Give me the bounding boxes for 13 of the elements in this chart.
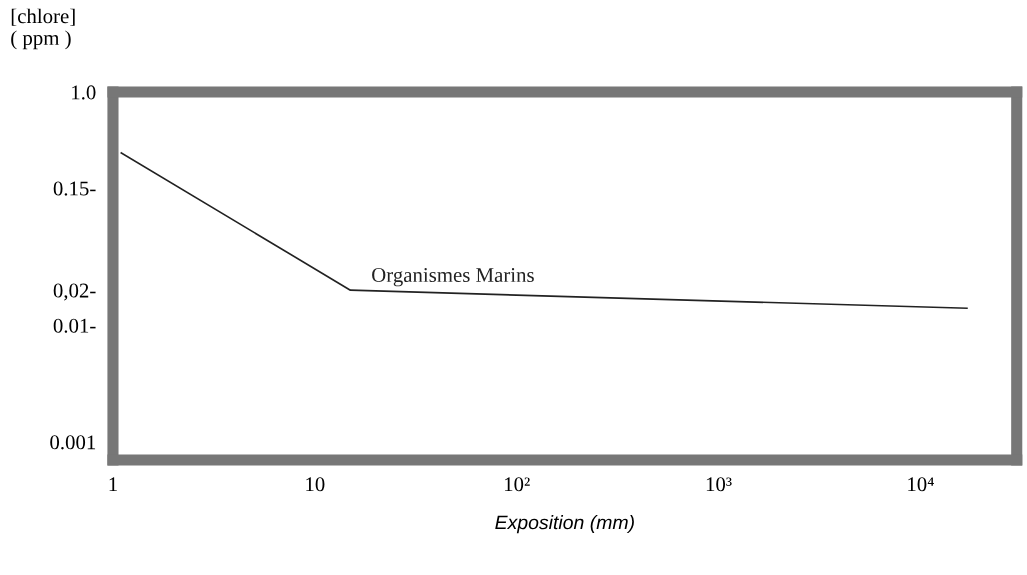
y-tick-label: 0.001 <box>50 435 96 450</box>
y-tick-label: 0,02- <box>53 283 96 301</box>
x-tick-label: 10 <box>306 477 325 492</box>
x-tick-label: 10⁴ <box>908 477 934 492</box>
y-tick-label: 0.15- <box>53 181 96 196</box>
y-tick-label: 0.01- <box>53 318 96 333</box>
x-tick-label: 1 <box>109 477 117 492</box>
y-tick-label: 1.0 <box>72 85 96 100</box>
x-axis-title: Exposition (mm) <box>495 515 634 534</box>
x-tick-label: 10² <box>504 477 530 492</box>
y-axis-title: [chlore] ( ppm ) <box>11 8 75 50</box>
x-tick-label: 10³ <box>706 477 732 492</box>
series-label: Organismes Marins <box>372 268 534 287</box>
